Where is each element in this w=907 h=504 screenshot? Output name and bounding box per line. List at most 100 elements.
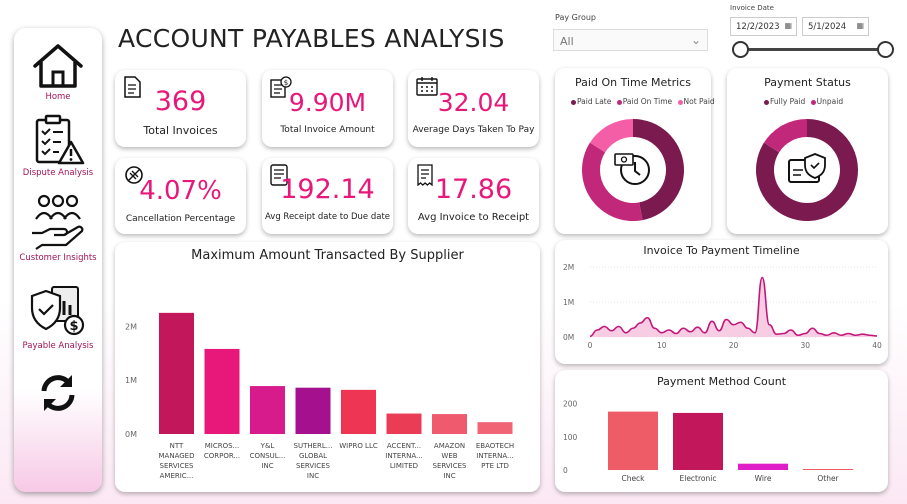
donut-slice[interactable] <box>633 119 684 221</box>
document-icon <box>270 164 288 186</box>
calendar-icon[interactable]: ▦ <box>856 21 864 30</box>
bar[interactable] <box>477 422 513 434</box>
bar[interactable] <box>608 411 658 470</box>
donut-slice[interactable] <box>582 142 643 221</box>
kpi-card-avg-receipt-to-due: 192.14 Avg Receipt date to Due date <box>262 158 393 234</box>
kpi-label: Cancellation Percentage <box>125 214 236 224</box>
home-icon <box>33 44 83 88</box>
end-date-input[interactable]: 5/1/2024 ▦ <box>802 17 869 36</box>
chart-title: Payment Method Count <box>656 375 787 388</box>
clipboard-warning-icon <box>35 114 85 165</box>
bar[interactable] <box>341 389 376 434</box>
x-tick-label: WIPRO LLC <box>339 442 378 450</box>
legend-swatch <box>571 99 576 105</box>
kpi-label: Total Invoice Amount <box>280 125 375 135</box>
y-tick-label: 100 <box>563 433 578 442</box>
y-tick-label: 200 <box>563 400 578 409</box>
date-range-slider-track[interactable] <box>740 48 886 51</box>
date-range-slider-end-handle[interactable] <box>877 41 894 58</box>
x-tick-label: Electronic <box>680 474 717 483</box>
sidebar-item-label: Customer Insights <box>19 253 97 263</box>
donut-slice[interactable] <box>763 119 807 153</box>
x-tick-label: MANAGED <box>159 452 195 460</box>
x-tick-label: EBAOTECH <box>476 442 514 450</box>
payment-clock-icon <box>614 153 650 185</box>
paid-on-time-donut <box>582 119 684 221</box>
kpi-card-average-days-to-pay: 32.04 Average Days Taken To Pay <box>408 70 539 147</box>
sidebar-item-label: Payable Analysis <box>22 341 94 351</box>
calendar-icon[interactable]: ▦ <box>784 21 792 30</box>
x-tick-label: PTE LTD <box>481 462 509 470</box>
people-hand-icon <box>32 194 84 250</box>
bar[interactable] <box>250 386 285 434</box>
y-tick-label: 0M <box>125 430 137 439</box>
y-tick-label: 0 <box>563 466 568 475</box>
invoice-icon <box>124 76 141 98</box>
refresh-button[interactable] <box>14 373 102 413</box>
donut-slice[interactable] <box>589 119 633 153</box>
donut-slice[interactable] <box>756 119 858 221</box>
x-tick-label: AMERIC... <box>160 472 194 480</box>
kpi-card-total-invoice-amount: $ 9.90M Total Invoice Amount <box>262 70 393 147</box>
svg-text:$: $ <box>284 79 288 87</box>
sidebar-item-dispute-analysis[interactable]: Dispute Analysis <box>14 114 102 178</box>
svg-text:$: $ <box>69 319 78 334</box>
chevron-down-icon: ⌄ <box>690 33 701 47</box>
x-tick-label: SUTHERL... <box>294 442 333 450</box>
date-range-slider-start-handle[interactable] <box>732 41 749 58</box>
x-tick-label: 0 <box>588 341 593 350</box>
timeline-area-chart: 0M 1M 2M 0 10 20 30 40 <box>563 263 882 350</box>
legend-entry: Paid On Time <box>622 97 673 106</box>
x-tick-label: LIMITED <box>390 462 418 470</box>
payment-method-card: Payment Method Count 0 100 200 Check Electro… <box>555 370 888 492</box>
y-tick-label: 1M <box>563 298 574 307</box>
payment-method-bar-chart: 0 100 200 Check Electronic Wire Other <box>563 400 853 483</box>
x-tick-label: AMAZON <box>434 442 465 450</box>
bar[interactable] <box>432 414 467 434</box>
x-tick-label: 20 <box>729 341 739 350</box>
start-date-input[interactable]: 12/2/2023 ▦ <box>730 17 797 36</box>
kpi-label: Avg Invoice to Receipt <box>417 212 530 223</box>
bar[interactable] <box>803 469 853 470</box>
x-tick-label: 40 <box>872 341 882 350</box>
dollar-invoice-icon: $ <box>270 76 292 98</box>
legend-entry: Not Paid <box>683 97 715 106</box>
kpi-label: Average Days Taken To Pay <box>412 125 535 135</box>
y-tick-label: 2M <box>125 322 137 331</box>
supplier-amount-card: Maximum Amount Transacted By Supplier 0M… <box>115 242 540 492</box>
legend-entry: Unpaid <box>816 97 844 106</box>
legend-swatch <box>616 99 622 105</box>
sidebar-item-home[interactable]: Home <box>14 42 102 102</box>
bar[interactable] <box>159 312 194 434</box>
bar[interactable] <box>204 348 240 434</box>
x-tick-label: SERVICES <box>433 462 468 470</box>
x-tick-label: INC <box>261 462 273 470</box>
bar[interactable] <box>673 412 723 470</box>
kpi-value: 369 <box>154 86 207 117</box>
pay-group-dropdown[interactable]: All ⌄ <box>553 29 708 51</box>
x-tick-label: Wire <box>755 474 772 483</box>
cancel-icon <box>125 166 143 184</box>
chart-title: Maximum Amount Transacted By Supplier <box>191 248 464 263</box>
kpi-value: 32.04 <box>437 88 510 117</box>
y-tick-label: 0M <box>563 333 574 342</box>
bar[interactable] <box>295 387 331 434</box>
bar[interactable] <box>386 413 422 434</box>
shield-invoice-icon: $ <box>30 286 85 336</box>
kpi-label: Avg Receipt date to Due date <box>264 212 391 222</box>
x-tick-label: INC <box>307 472 319 480</box>
x-tick-label: CORPOR... <box>204 452 240 460</box>
chart-title: Invoice To Payment Timeline <box>643 244 800 257</box>
x-tick-label: NTT <box>170 442 184 450</box>
bar[interactable] <box>738 463 788 470</box>
sidebar-item-customer-insights[interactable]: Customer Insights <box>14 193 102 263</box>
end-date-value: 5/1/2024 <box>808 22 847 32</box>
x-tick-label: Y&L <box>260 442 275 450</box>
sidebar-item-payable-analysis[interactable]: $ Payable Analysis <box>14 283 102 351</box>
receipt-icon <box>417 164 433 186</box>
chart-title: Payment Status <box>764 76 851 89</box>
area-line[interactable] <box>589 276 878 338</box>
kpi-card-avg-invoice-to-receipt: 17.86 Avg Invoice to Receipt <box>408 158 539 234</box>
y-tick-label: 2M <box>563 263 574 272</box>
kpi-card-cancellation-percentage: 4.07% Cancellation Percentage <box>115 158 246 234</box>
